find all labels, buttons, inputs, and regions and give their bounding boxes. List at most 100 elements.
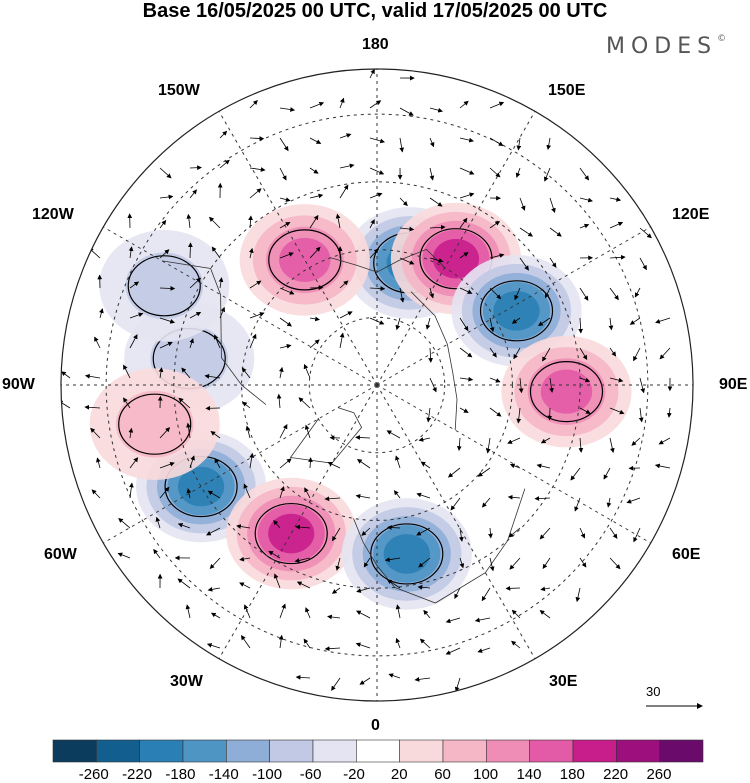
wind-arrow — [309, 137, 322, 144]
wind-arrow — [459, 287, 473, 294]
anomaly-isoline — [529, 361, 604, 423]
wind-arrow — [459, 137, 474, 143]
wind-arrow — [309, 101, 325, 109]
wind-arrow — [209, 557, 221, 570]
wind-arrow — [505, 585, 521, 591]
wind-arrow — [96, 457, 101, 469]
wind-arrow — [279, 287, 295, 295]
wind-arrow — [279, 107, 296, 112]
anomaly-isoline — [127, 255, 201, 317]
wind-arrow — [189, 277, 202, 289]
colorbar-swatch — [226, 739, 270, 763]
colorbar-tick-label: 260 — [646, 766, 672, 783]
wind-arrow — [249, 136, 265, 141]
wind-arrow — [609, 557, 621, 570]
anomaly-contour — [540, 369, 593, 414]
wind-arrow — [516, 407, 522, 424]
wind-arrow — [429, 197, 443, 207]
wind-arrow — [654, 463, 671, 469]
wind-arrow — [159, 317, 175, 324]
wind-arrow — [574, 497, 581, 512]
wind-arrow — [335, 557, 341, 571]
wind-arrow — [395, 455, 401, 469]
wind-arrow — [241, 367, 251, 379]
wind-arrow — [429, 287, 435, 299]
lon-label-90w: 90W — [2, 376, 35, 393]
colorbar-swatch — [659, 739, 704, 763]
wind-arrow — [426, 407, 432, 423]
wind-arrow — [210, 612, 221, 619]
wind-arrow — [61, 400, 71, 409]
wind-arrow — [304, 424, 311, 439]
wind-arrow — [309, 339, 320, 349]
wind-arrow — [129, 457, 139, 469]
wind-arrow — [243, 604, 251, 619]
wind-arrow — [211, 246, 221, 259]
wind-arrow — [117, 552, 131, 559]
wind-arrow — [489, 377, 501, 383]
colorbar-tick-label: -100 — [252, 766, 283, 783]
wind-arrow — [429, 137, 435, 148]
colorbar-tick-label: 220 — [603, 766, 629, 783]
wind-arrow — [240, 635, 251, 649]
wind-arrow — [369, 286, 386, 291]
wind-arrow — [309, 246, 321, 259]
wind-arrow — [549, 257, 557, 268]
wind-arrow — [609, 437, 615, 454]
wind-arrow — [210, 430, 221, 439]
wind-arrow — [489, 407, 502, 417]
wind-arrow — [158, 367, 164, 379]
wind-arrow — [518, 377, 524, 394]
colorbar-tick-label: 140 — [516, 766, 542, 783]
wind-arrow — [542, 557, 551, 570]
wind-arrow — [331, 677, 341, 691]
wind-arrow — [248, 215, 253, 229]
wind-arrow — [356, 610, 371, 619]
wind-arrow — [418, 557, 431, 568]
anomaly-contour — [125, 252, 204, 320]
wind-arrow — [186, 488, 192, 499]
wind-arrow — [609, 527, 618, 539]
wind-arrow — [489, 167, 501, 178]
wind-arrow — [189, 165, 202, 171]
wind-arrow — [459, 407, 469, 413]
wind-arrow — [208, 216, 221, 229]
wind-arrow — [516, 137, 522, 151]
wind-arrow — [543, 167, 551, 182]
anomaly-isoline — [370, 523, 444, 585]
wind-arrow — [655, 317, 671, 324]
wind-arrow — [399, 226, 415, 232]
wind-arrow — [511, 317, 521, 324]
colorbar-swatch — [442, 739, 487, 763]
wind-arrow — [91, 489, 101, 499]
anomaly-contour — [115, 390, 194, 458]
wind-arrow — [579, 287, 589, 301]
wind-arrow — [303, 363, 311, 379]
modes-logo: MODES© — [606, 34, 727, 59]
wind-arrow — [279, 458, 292, 469]
wind-arrow — [324, 646, 341, 652]
wind-arrow — [667, 407, 672, 418]
wind-arrow — [123, 397, 131, 409]
anomaly-isoline — [268, 229, 342, 291]
wind-arrow — [369, 69, 375, 79]
wind-arrow — [309, 214, 319, 229]
coastline — [353, 488, 526, 604]
wind-arrow — [239, 582, 251, 589]
wind-arrow — [639, 227, 652, 239]
anomaly-isoline — [419, 228, 493, 290]
anomaly-contour — [268, 513, 315, 554]
wind-arrow — [369, 248, 379, 259]
wind-arrow — [416, 527, 431, 536]
wind-arrow — [361, 527, 371, 536]
wind-arrow — [273, 519, 281, 529]
wind-arrow — [178, 397, 191, 409]
wind-arrow — [273, 573, 281, 589]
wind-arrow — [327, 462, 341, 469]
wind-arrow — [578, 437, 584, 453]
wind-arrow — [186, 213, 192, 229]
wind-arrow — [278, 366, 284, 379]
wind-arrow — [519, 257, 529, 271]
wind-arrow — [295, 674, 311, 680]
wind-arrow — [609, 377, 624, 383]
